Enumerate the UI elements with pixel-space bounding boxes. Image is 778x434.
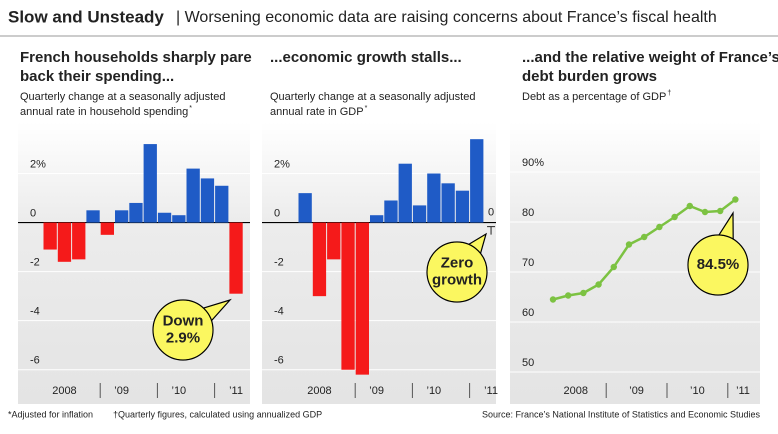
bar — [441, 183, 455, 223]
bar — [229, 222, 243, 294]
callout-cover — [427, 242, 487, 302]
point — [580, 289, 587, 297]
y-tick-label: 50 — [522, 357, 534, 369]
footnote-mark: † — [667, 90, 671, 97]
footnote-mark: * — [365, 105, 368, 112]
value-label: 0 — [488, 206, 494, 218]
bar — [143, 144, 157, 223]
point — [641, 233, 648, 241]
bar — [86, 210, 100, 223]
y-tick-label: -2 — [274, 257, 284, 269]
y-tick-label: -6 — [30, 355, 40, 367]
bar — [427, 173, 441, 223]
bar — [72, 222, 86, 260]
bar — [412, 205, 427, 223]
point — [732, 196, 739, 203]
x-tick-label: ’10 — [690, 385, 705, 397]
bar — [298, 193, 312, 223]
panel-subtitle: annual rate in GDP — [270, 106, 364, 118]
point — [625, 241, 633, 248]
panel-title: French households sharply pare — [20, 49, 252, 66]
callout-cover — [153, 300, 213, 360]
panel-subtitle: Quarterly change at a seasonally adjuste… — [270, 91, 475, 103]
footnote: *Adjusted for inflation — [8, 409, 93, 419]
source: Source: France’s National Institute of S… — [482, 409, 760, 419]
bar — [129, 202, 143, 223]
x-tick-label: ’10 — [172, 385, 187, 397]
panel-title: debt burden grows — [522, 68, 657, 85]
callout-text: Down — [163, 312, 204, 329]
bar — [186, 168, 200, 223]
bar — [215, 185, 229, 223]
point — [671, 213, 678, 221]
bar — [157, 212, 172, 223]
callout-text: growth — [432, 271, 482, 288]
bar — [327, 222, 341, 260]
x-tick-label: 2008 — [52, 385, 76, 397]
y-tick-label: 0 — [30, 207, 36, 219]
y-tick-label: 0 — [274, 207, 280, 219]
callout-text: 2.9% — [166, 329, 200, 346]
bar — [115, 210, 129, 223]
y-tick-label: 60 — [522, 307, 534, 319]
footnote-mark: * — [189, 105, 192, 112]
x-tick-label: ’09 — [629, 385, 644, 397]
x-tick-label: ’09 — [369, 385, 384, 397]
panel-subtitle: annual rate in household spending — [20, 106, 188, 118]
x-tick-label: ’11 — [484, 385, 498, 397]
y-tick-label: 2% — [274, 158, 290, 170]
x-tick-label: ’11 — [229, 385, 243, 397]
header-subtitle: | Worsening economic data are raising co… — [176, 9, 717, 26]
zero-marker — [487, 226, 496, 235]
x-tick-label: ’11 — [736, 385, 750, 397]
panel-title: ...economic growth stalls... — [270, 49, 462, 66]
y-tick-label: 90% — [522, 157, 544, 169]
panel-title: back their spending... — [20, 68, 174, 85]
y-tick-label: -2 — [30, 257, 40, 269]
callout-cover — [688, 235, 748, 295]
bar — [100, 222, 114, 235]
x-tick-label: 2008 — [307, 385, 331, 397]
y-tick-label: 70 — [522, 257, 534, 269]
panel-bg — [18, 122, 250, 404]
bar — [172, 215, 186, 223]
panel-title: ...and the relative weight of France’s — [522, 49, 778, 66]
callout-text: 84.5% — [697, 256, 740, 273]
point — [549, 296, 557, 303]
point — [717, 207, 724, 215]
bar — [312, 222, 327, 297]
bar — [455, 190, 470, 223]
footnote: †Quarterly figures, calculated using ann… — [113, 409, 322, 419]
bar — [200, 178, 215, 223]
point — [656, 223, 663, 231]
panel-subtitle: Quarterly change at a seasonally adjuste… — [20, 91, 225, 103]
bar — [57, 222, 72, 262]
point — [610, 263, 617, 271]
point — [686, 202, 693, 210]
callout-text: Zero — [441, 254, 474, 271]
point — [565, 292, 572, 299]
y-tick-label: 80 — [522, 207, 534, 219]
x-tick-label: ’09 — [114, 385, 129, 397]
y-tick-label: -4 — [30, 306, 40, 318]
y-tick-label: -4 — [274, 306, 284, 318]
bar — [43, 222, 57, 250]
panel-subtitle: Debt as a percentage of GDP — [522, 91, 666, 103]
bar — [355, 222, 369, 375]
bar — [341, 222, 355, 370]
point — [701, 208, 709, 216]
bar — [470, 139, 484, 223]
y-tick-label: -6 — [274, 355, 284, 367]
bar — [384, 200, 398, 223]
y-tick-label: 2% — [30, 158, 46, 170]
point — [595, 281, 602, 288]
x-tick-label: ’10 — [427, 385, 442, 397]
header-title: Slow and Unsteady — [8, 7, 164, 26]
bar — [398, 163, 412, 223]
bar — [370, 215, 384, 223]
x-tick-label: 2008 — [564, 385, 588, 397]
